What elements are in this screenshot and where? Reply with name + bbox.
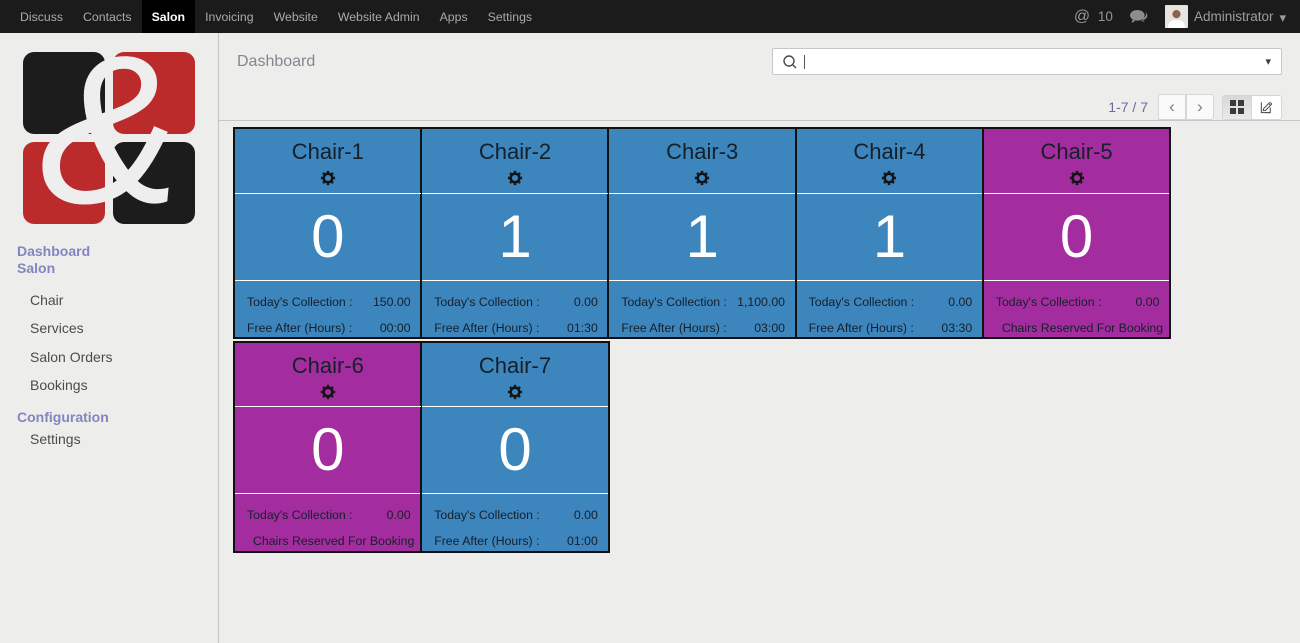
svg-text:&: &: [39, 52, 180, 228]
